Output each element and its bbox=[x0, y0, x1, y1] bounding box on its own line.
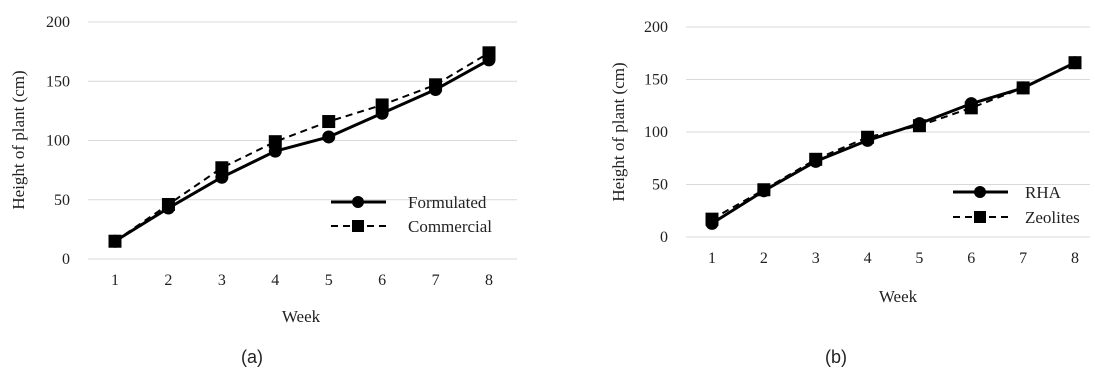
y-axis-label: Height of plant (cm) bbox=[609, 62, 628, 201]
series-line-commercial bbox=[114, 51, 490, 243]
legend-marker-zeolites bbox=[974, 211, 986, 223]
data-point-commercial bbox=[161, 197, 175, 211]
y-tick-label: 100 bbox=[46, 133, 70, 150]
x-tick-label: 5 bbox=[915, 250, 923, 267]
x-tick-label: 2 bbox=[164, 272, 172, 289]
data-point-commercial bbox=[215, 161, 229, 175]
data-point-commercial bbox=[429, 78, 443, 92]
x-tick-label: 8 bbox=[1071, 250, 1079, 267]
y-tick-label: 50 bbox=[652, 177, 668, 194]
chart-panel-b: 0 50 100 150 200 1 2 3 4 5 6 7 8 Height of plant (c… bbox=[609, 19, 1090, 367]
x-axis-label: Week bbox=[282, 307, 321, 326]
x-tick-label: 5 bbox=[325, 272, 333, 289]
data-point-commercial bbox=[268, 135, 282, 149]
data-point-zeolites bbox=[964, 101, 978, 115]
data-point-commercial bbox=[108, 234, 122, 248]
data-point-zeolites bbox=[912, 119, 926, 133]
x-tick-label: 8 bbox=[485, 272, 493, 289]
x-tick-label: 4 bbox=[271, 272, 279, 289]
series-line-formulated bbox=[114, 58, 490, 243]
data-point-zeolites bbox=[861, 130, 875, 144]
data-point-zeolites bbox=[1016, 81, 1030, 95]
legend: Formulated Commercial bbox=[331, 193, 492, 236]
legend-label-commercial: Commercial bbox=[408, 217, 492, 236]
y-tick-label: 150 bbox=[644, 72, 668, 89]
series-line-zeolites bbox=[711, 61, 1076, 221]
y-tick-label: 100 bbox=[644, 124, 668, 141]
x-tick-label: 6 bbox=[967, 250, 975, 267]
data-point-zeolites bbox=[757, 183, 771, 197]
chart-panel-a: 0 50 100 150 200 1 2 3 4 5 6 7 8 Height of plant (c… bbox=[9, 14, 517, 367]
data-point-commercial bbox=[482, 46, 496, 60]
x-tick-label: 3 bbox=[812, 250, 820, 267]
panel-caption-a: (a) bbox=[241, 347, 263, 367]
y-tick-label: 200 bbox=[46, 14, 70, 31]
x-tick-label: 6 bbox=[378, 272, 386, 289]
x-tick-label: 1 bbox=[708, 250, 716, 267]
x-tick-label: 3 bbox=[218, 272, 226, 289]
x-tick-label: 7 bbox=[1019, 250, 1027, 267]
data-point-zeolites bbox=[1068, 56, 1082, 70]
y-tick-label: 0 bbox=[62, 251, 70, 268]
y-tick-label: 200 bbox=[644, 19, 668, 36]
legend-label-zeolites: Zeolites bbox=[1025, 208, 1080, 227]
data-point-commercial bbox=[375, 98, 389, 112]
x-axis-label: Week bbox=[879, 287, 918, 306]
legend-marker-commercial bbox=[352, 220, 364, 232]
x-tick-label: 7 bbox=[432, 272, 440, 289]
y-tick-label: 0 bbox=[660, 229, 668, 246]
legend-marker-formulated bbox=[352, 196, 364, 208]
data-point-zeolites bbox=[809, 152, 823, 166]
x-tick-label: 1 bbox=[111, 272, 119, 289]
data-point-zeolites bbox=[705, 212, 719, 226]
legend: RHA Zeolites bbox=[953, 183, 1080, 227]
y-tick-label: 50 bbox=[54, 192, 70, 209]
legend-label-formulated: Formulated bbox=[408, 193, 487, 212]
panel-caption-b: (b) bbox=[825, 347, 847, 367]
legend-marker-rha bbox=[974, 186, 986, 198]
y-tick-label: 150 bbox=[46, 73, 70, 90]
x-tick-label: 2 bbox=[760, 250, 768, 267]
data-point-formulated bbox=[322, 130, 336, 144]
data-point-commercial bbox=[322, 115, 336, 129]
x-tick-label: 4 bbox=[864, 250, 872, 267]
y-axis-label: Height of plant (cm) bbox=[9, 70, 28, 209]
legend-label-rha: RHA bbox=[1025, 183, 1062, 202]
